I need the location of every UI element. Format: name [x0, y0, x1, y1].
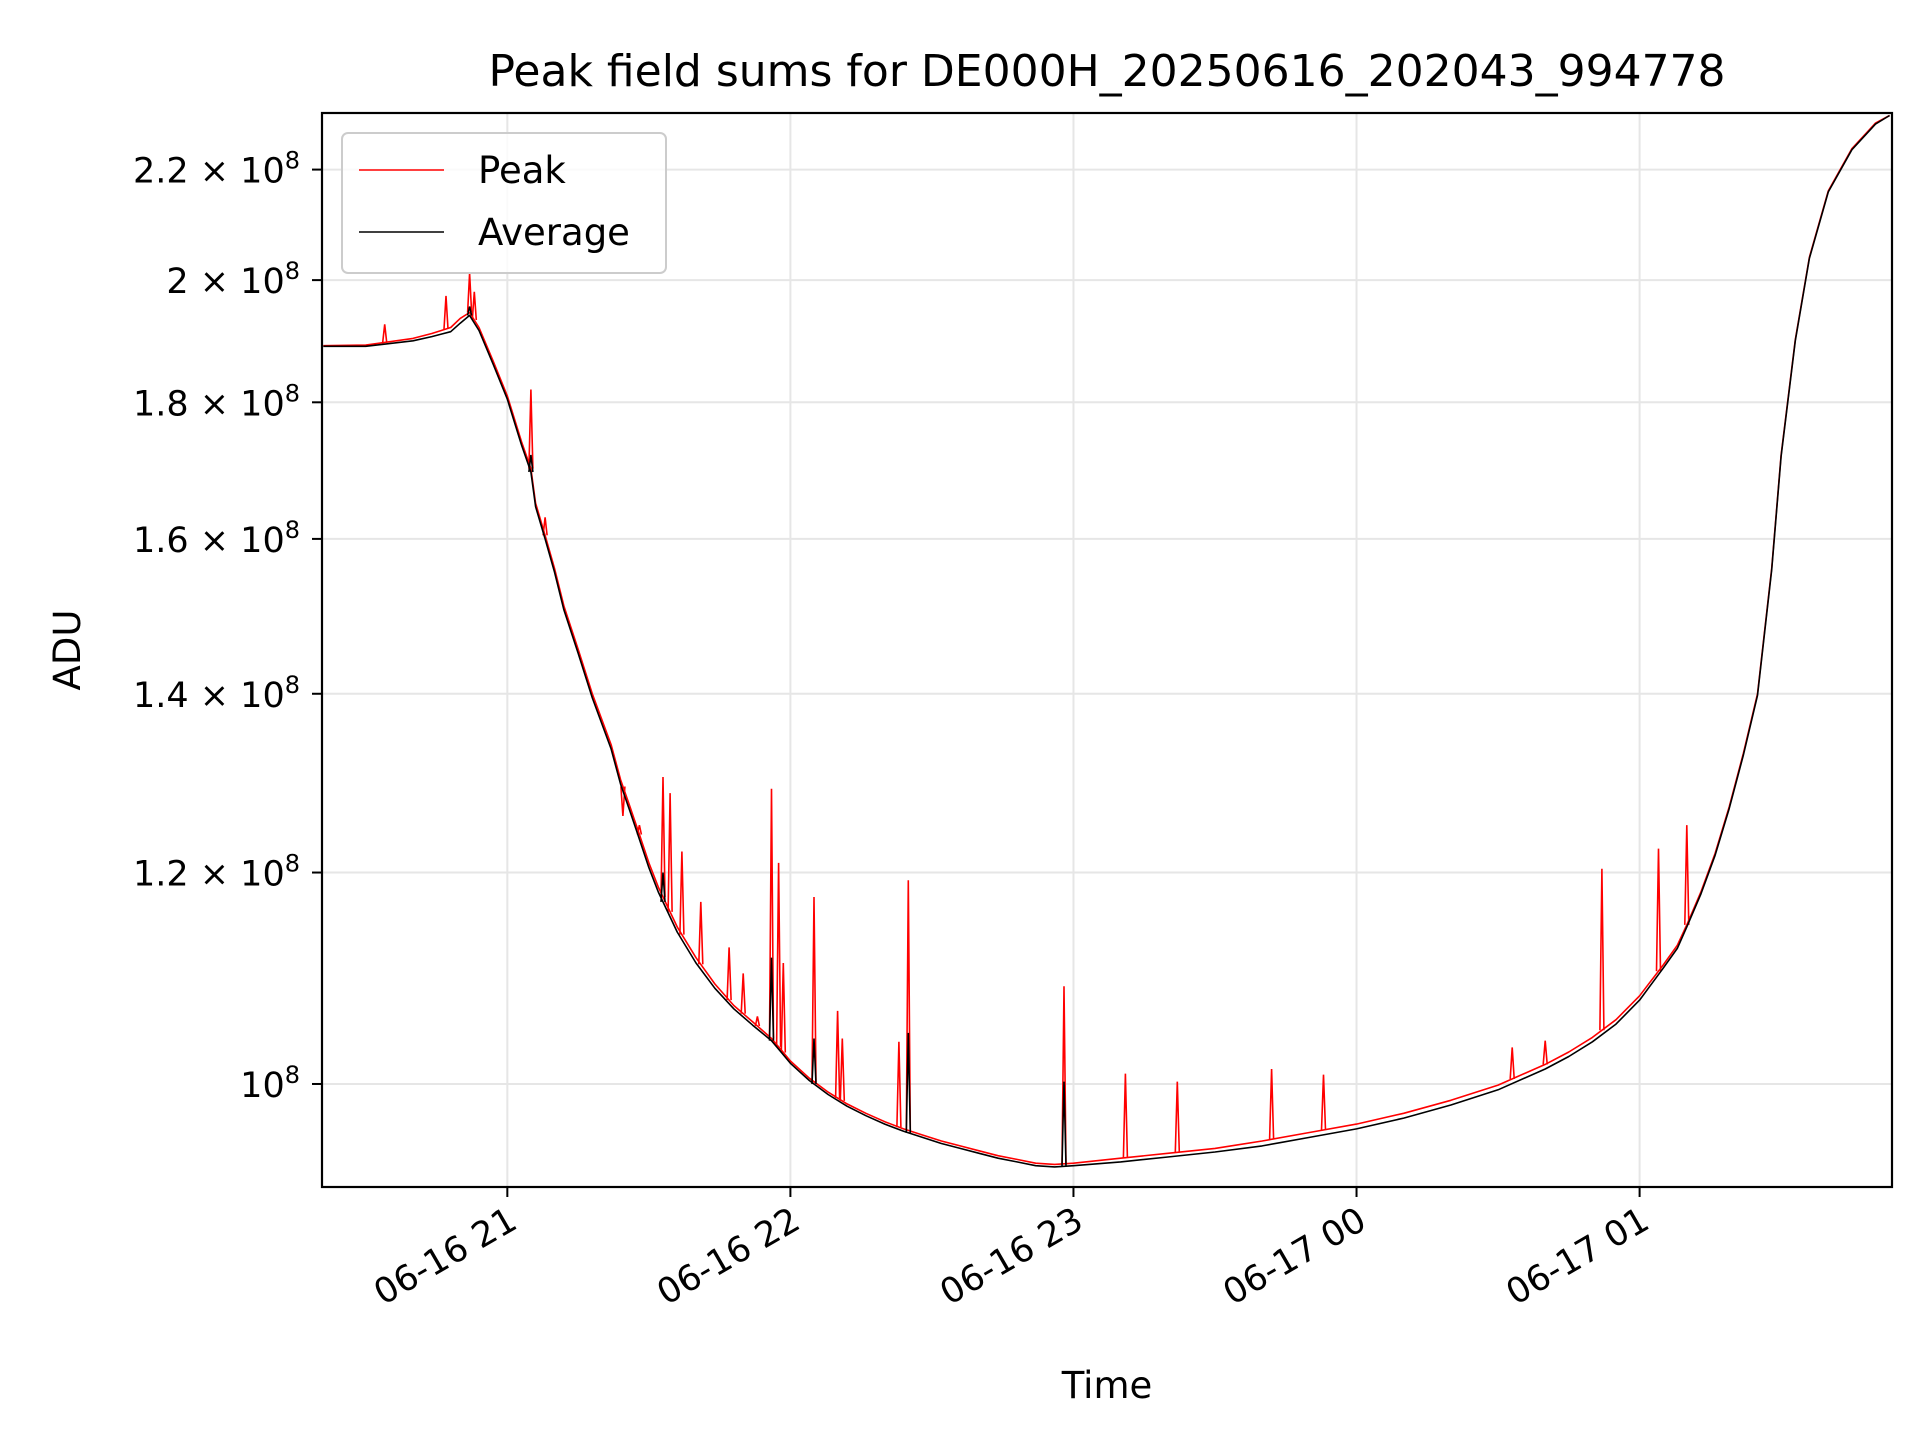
spike-peak: [679, 851, 685, 935]
spike-peak: [811, 896, 817, 1082]
spike-peak: [381, 324, 388, 343]
spike-peak: [1655, 848, 1662, 972]
spike-average: [466, 306, 473, 316]
spike-peak: [1599, 868, 1605, 1031]
x-tick-label: 06-17 00: [1217, 1200, 1373, 1313]
spike-average: [1061, 1081, 1067, 1167]
y-tick-label: 1.2 × 108: [133, 850, 300, 895]
spike-peak: [780, 962, 787, 1053]
y-tick-label: 1.4 × 108: [133, 671, 300, 716]
spike-peak: [1122, 1073, 1129, 1158]
spike-peak: [834, 1010, 841, 1099]
y-axis-label: ADU: [46, 610, 89, 691]
spike-peak: [1320, 1074, 1327, 1131]
series-line-average: [323, 114, 1891, 1168]
legend-label-peak: Peak: [478, 149, 566, 192]
spike-peak: [542, 517, 548, 536]
legend-label-average: Average: [478, 211, 630, 254]
x-tick-label: 06-16 23: [934, 1200, 1090, 1313]
x-tick-label: 06-16 22: [651, 1200, 807, 1313]
spike-peak: [1268, 1068, 1275, 1140]
spike-peak: [905, 880, 912, 1131]
chart-title: Peak field sums for DE000H_20250616_2020…: [488, 46, 1725, 97]
plot-frame: [320, 111, 1894, 1189]
spike-average: [528, 454, 534, 473]
spike-peak: [1509, 1047, 1515, 1079]
spike-average: [811, 1038, 817, 1085]
spike-peak: [768, 788, 775, 1039]
y-tick-label: 1.8 × 108: [133, 379, 300, 424]
y-tick-label: 2.2 × 108: [133, 147, 300, 192]
y-tick-label: 1.6 × 108: [133, 516, 300, 561]
spike-peak: [775, 862, 782, 1047]
ticks-layer: 06-16 21 06-16 22 06-16 23 06-17 00 06-17 01…: [133, 147, 1656, 1314]
spike-peak: [839, 1038, 846, 1101]
spike-peak: [754, 1016, 761, 1027]
legend-box: [341, 132, 667, 274]
spike-peak: [636, 825, 643, 835]
spike-peak: [896, 1041, 902, 1128]
spike-average: [660, 872, 666, 902]
spike-average: [905, 1032, 912, 1133]
spike-peak: [471, 291, 478, 321]
grid-layer: [322, 113, 1892, 1187]
x-axis-label: Time: [1061, 1364, 1153, 1407]
spike-peak: [660, 776, 666, 898]
y-tick-label: 2 × 108: [166, 257, 300, 302]
spike-peak: [443, 295, 449, 330]
spike-peak: [740, 973, 746, 1014]
x-tick-label: 06-16 21: [368, 1200, 524, 1313]
spike-peak: [726, 947, 732, 1001]
spike-peak: [1174, 1081, 1181, 1153]
spike-peak: [528, 389, 534, 469]
spike-peak: [1542, 1040, 1548, 1065]
spike-peak: [667, 793, 673, 912]
legend: Peak Average: [341, 132, 667, 274]
x-tick-label: 06-17 01: [1500, 1200, 1656, 1313]
spike-average: [768, 957, 775, 1041]
y-tick-label: 108: [240, 1061, 300, 1106]
spike-peak: [1684, 825, 1690, 925]
spike-peak: [698, 901, 704, 965]
series-layer: [323, 114, 1891, 1168]
